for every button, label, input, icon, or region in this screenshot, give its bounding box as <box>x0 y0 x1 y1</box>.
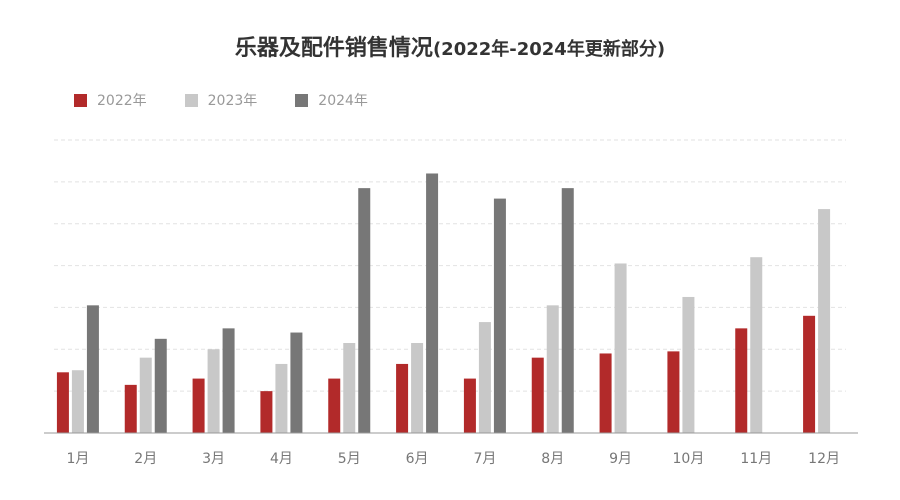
bar[interactable] <box>750 257 763 433</box>
bar[interactable] <box>561 188 574 433</box>
legend-swatch-2022 <box>74 93 87 107</box>
x-tick-label: 8月 <box>541 451 564 467</box>
bar[interactable] <box>735 328 748 433</box>
x-tick-label: 6月 <box>406 451 429 467</box>
bar[interactable] <box>275 363 288 433</box>
bar[interactable] <box>260 391 273 433</box>
bar[interactable] <box>803 315 816 433</box>
legend-label-2024: 2024年 <box>318 93 368 109</box>
legend-label-2023: 2023年 <box>207 93 258 109</box>
bar[interactable] <box>139 357 152 433</box>
bar[interactable] <box>478 322 491 433</box>
bar[interactable] <box>463 378 476 433</box>
x-tick-label: 10月 <box>673 451 705 467</box>
chart-subtitle: (2022年-2024年更新部分) <box>432 39 666 60</box>
bar[interactable] <box>682 296 695 433</box>
x-tick-label: 9月 <box>609 451 632 467</box>
bar[interactable] <box>86 305 99 433</box>
x-tick-label: 1月 <box>66 451 89 467</box>
bar[interactable] <box>290 332 303 433</box>
legend-item-2023[interactable]: 2023年 <box>184 90 258 110</box>
bar[interactable] <box>599 353 612 433</box>
bar[interactable] <box>222 328 235 433</box>
bar[interactable] <box>614 263 627 433</box>
x-tick-label: 2月 <box>134 451 157 467</box>
bar[interactable] <box>531 357 544 433</box>
bar[interactable] <box>328 378 341 433</box>
bar[interactable] <box>493 198 506 433</box>
bar[interactable] <box>124 384 137 433</box>
legend-swatch-2023 <box>184 93 198 107</box>
legend-item-2022[interactable]: 2022年 <box>74 90 147 110</box>
legend-label-2022: 2022年 <box>97 93 147 109</box>
x-tick-label: 3月 <box>202 451 225 467</box>
bar[interactable] <box>192 378 205 433</box>
bar[interactable] <box>154 338 167 433</box>
bar[interactable] <box>396 363 409 433</box>
bar[interactable] <box>56 372 69 433</box>
bar[interactable] <box>411 343 424 433</box>
bar[interactable] <box>343 343 356 433</box>
bar[interactable] <box>71 370 84 433</box>
legend-item-2024[interactable]: 2024年 <box>295 90 368 110</box>
bar[interactable] <box>358 188 371 433</box>
x-tick-label: 11月 <box>740 451 772 467</box>
bar[interactable] <box>207 349 220 433</box>
chart-title: 乐器及配件销售情况(2022年-2024年更新部分) <box>0 30 900 62</box>
bar[interactable] <box>546 305 559 433</box>
x-tick-label: 4月 <box>270 451 293 467</box>
x-tick-label: 7月 <box>473 451 496 467</box>
legend: 2022年 2023年 2024年 <box>74 90 368 110</box>
x-tick-label: 5月 <box>338 451 361 467</box>
x-tick-label: 12月 <box>808 451 840 467</box>
bar[interactable] <box>667 351 680 433</box>
legend-swatch-2024 <box>295 93 309 107</box>
bar[interactable] <box>426 173 439 433</box>
bar[interactable] <box>818 209 831 433</box>
chart-title-main: 乐器及配件销售情况 <box>234 36 433 61</box>
